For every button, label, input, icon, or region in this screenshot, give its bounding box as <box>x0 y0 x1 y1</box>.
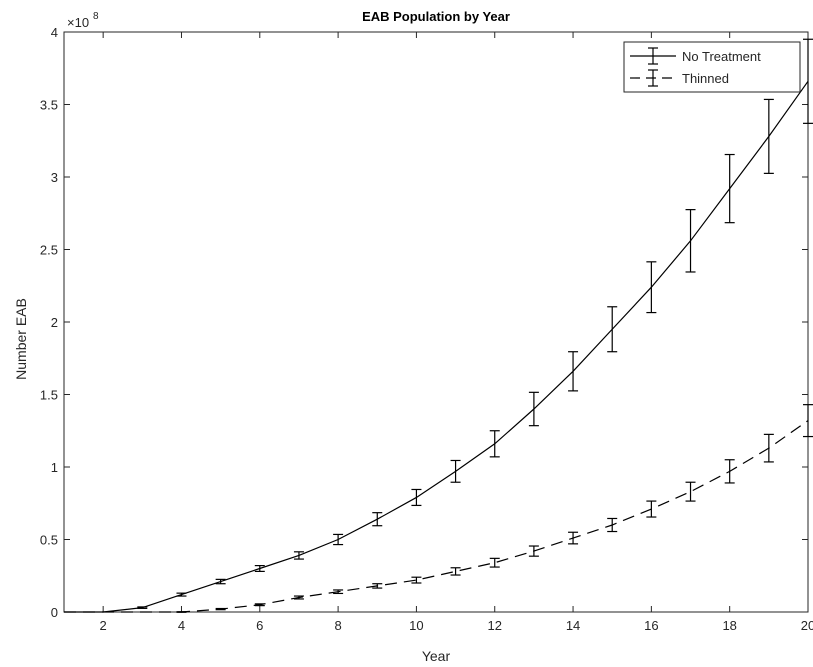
error-bar-no-treatment <box>763 98 774 174</box>
plot-area: 2 4 6 8 10 12 14 16 18 20 0 0.5 1 1.5 2 2.5 3 3.5 4 No Trea… <box>40 25 813 633</box>
error-bar-no-treatment <box>411 488 422 507</box>
y-tick-label: 0.5 <box>40 533 58 548</box>
y-exponent-power: 8 <box>93 11 99 22</box>
error-bar-no-treatment <box>293 551 304 560</box>
y-tick-label: 2.5 <box>40 243 58 258</box>
legend-label: No Treatment <box>682 49 761 64</box>
x-tick-label: 6 <box>256 618 263 633</box>
error-bar-no-treatment <box>568 351 579 392</box>
error-bar-no-treatment <box>607 306 618 353</box>
error-bar-thinned <box>293 595 304 600</box>
series-line-no-treatment <box>64 80 809 613</box>
error-bar-thinned <box>489 557 500 568</box>
x-tick-label: 18 <box>722 618 736 633</box>
error-bar-thinned <box>254 603 265 607</box>
error-bar-no-treatment <box>176 592 187 597</box>
x-tick-label: 10 <box>409 618 423 633</box>
error-bar-thinned <box>215 607 226 611</box>
x-tick-label: 12 <box>488 618 502 633</box>
x-tick-label: 16 <box>644 618 658 633</box>
error-bar-thinned <box>333 589 344 595</box>
y-tick-label: 3 <box>51 170 58 185</box>
legend-label: Thinned <box>682 71 729 86</box>
error-bar-thinned <box>763 433 774 463</box>
error-bar-no-treatment <box>254 564 265 573</box>
x-axis-label: Year <box>422 648 451 664</box>
y-exponent-label: ×10 8 <box>67 11 99 30</box>
x-tick-label: 14 <box>566 618 580 633</box>
error-bar-no-treatment <box>137 606 148 609</box>
error-bar-thinned <box>411 576 422 584</box>
error-bar-thinned <box>528 545 539 557</box>
error-bar-thinned <box>803 404 813 438</box>
x-tick-label: 8 <box>334 618 341 633</box>
y-tick-label: 1 <box>51 460 58 475</box>
error-bar-no-treatment <box>450 459 461 483</box>
y-tick-label: 2 <box>51 315 58 330</box>
error-bar-no-treatment <box>372 512 383 527</box>
error-bar-thinned <box>607 517 618 533</box>
error-bar-no-treatment <box>333 533 344 546</box>
error-bar-thinned <box>450 567 461 576</box>
error-bar-no-treatment <box>489 430 500 458</box>
x-tick-label: 2 <box>100 618 107 633</box>
error-bar-no-treatment <box>803 38 813 124</box>
x-tick-label: 4 <box>178 618 185 633</box>
error-bar-no-treatment <box>724 153 735 224</box>
y-tick-label: 4 <box>51 25 58 40</box>
error-bar-no-treatment <box>685 209 696 273</box>
error-bar-thinned <box>568 531 579 545</box>
error-bar-thinned <box>724 459 735 484</box>
error-bar-thinned <box>646 500 657 518</box>
y-tick-label: 1.5 <box>40 388 58 403</box>
error-bar-thinned <box>176 611 187 613</box>
error-bar-thinned <box>685 481 696 502</box>
error-bar-no-treatment <box>528 391 539 427</box>
error-bar-thinned <box>372 583 383 589</box>
y-tick-label: 0 <box>51 605 58 620</box>
error-bar-no-treatment <box>215 578 226 585</box>
error-bar-no-treatment <box>646 261 657 314</box>
y-exponent-base: ×10 <box>67 15 89 30</box>
series-line-thinned <box>64 420 809 613</box>
x-tick-label: 20 <box>801 618 813 633</box>
chart-title: EAB Population by Year <box>362 9 510 24</box>
y-axis-label: Number EAB <box>13 298 29 380</box>
y-tick-label: 3.5 <box>40 98 58 113</box>
